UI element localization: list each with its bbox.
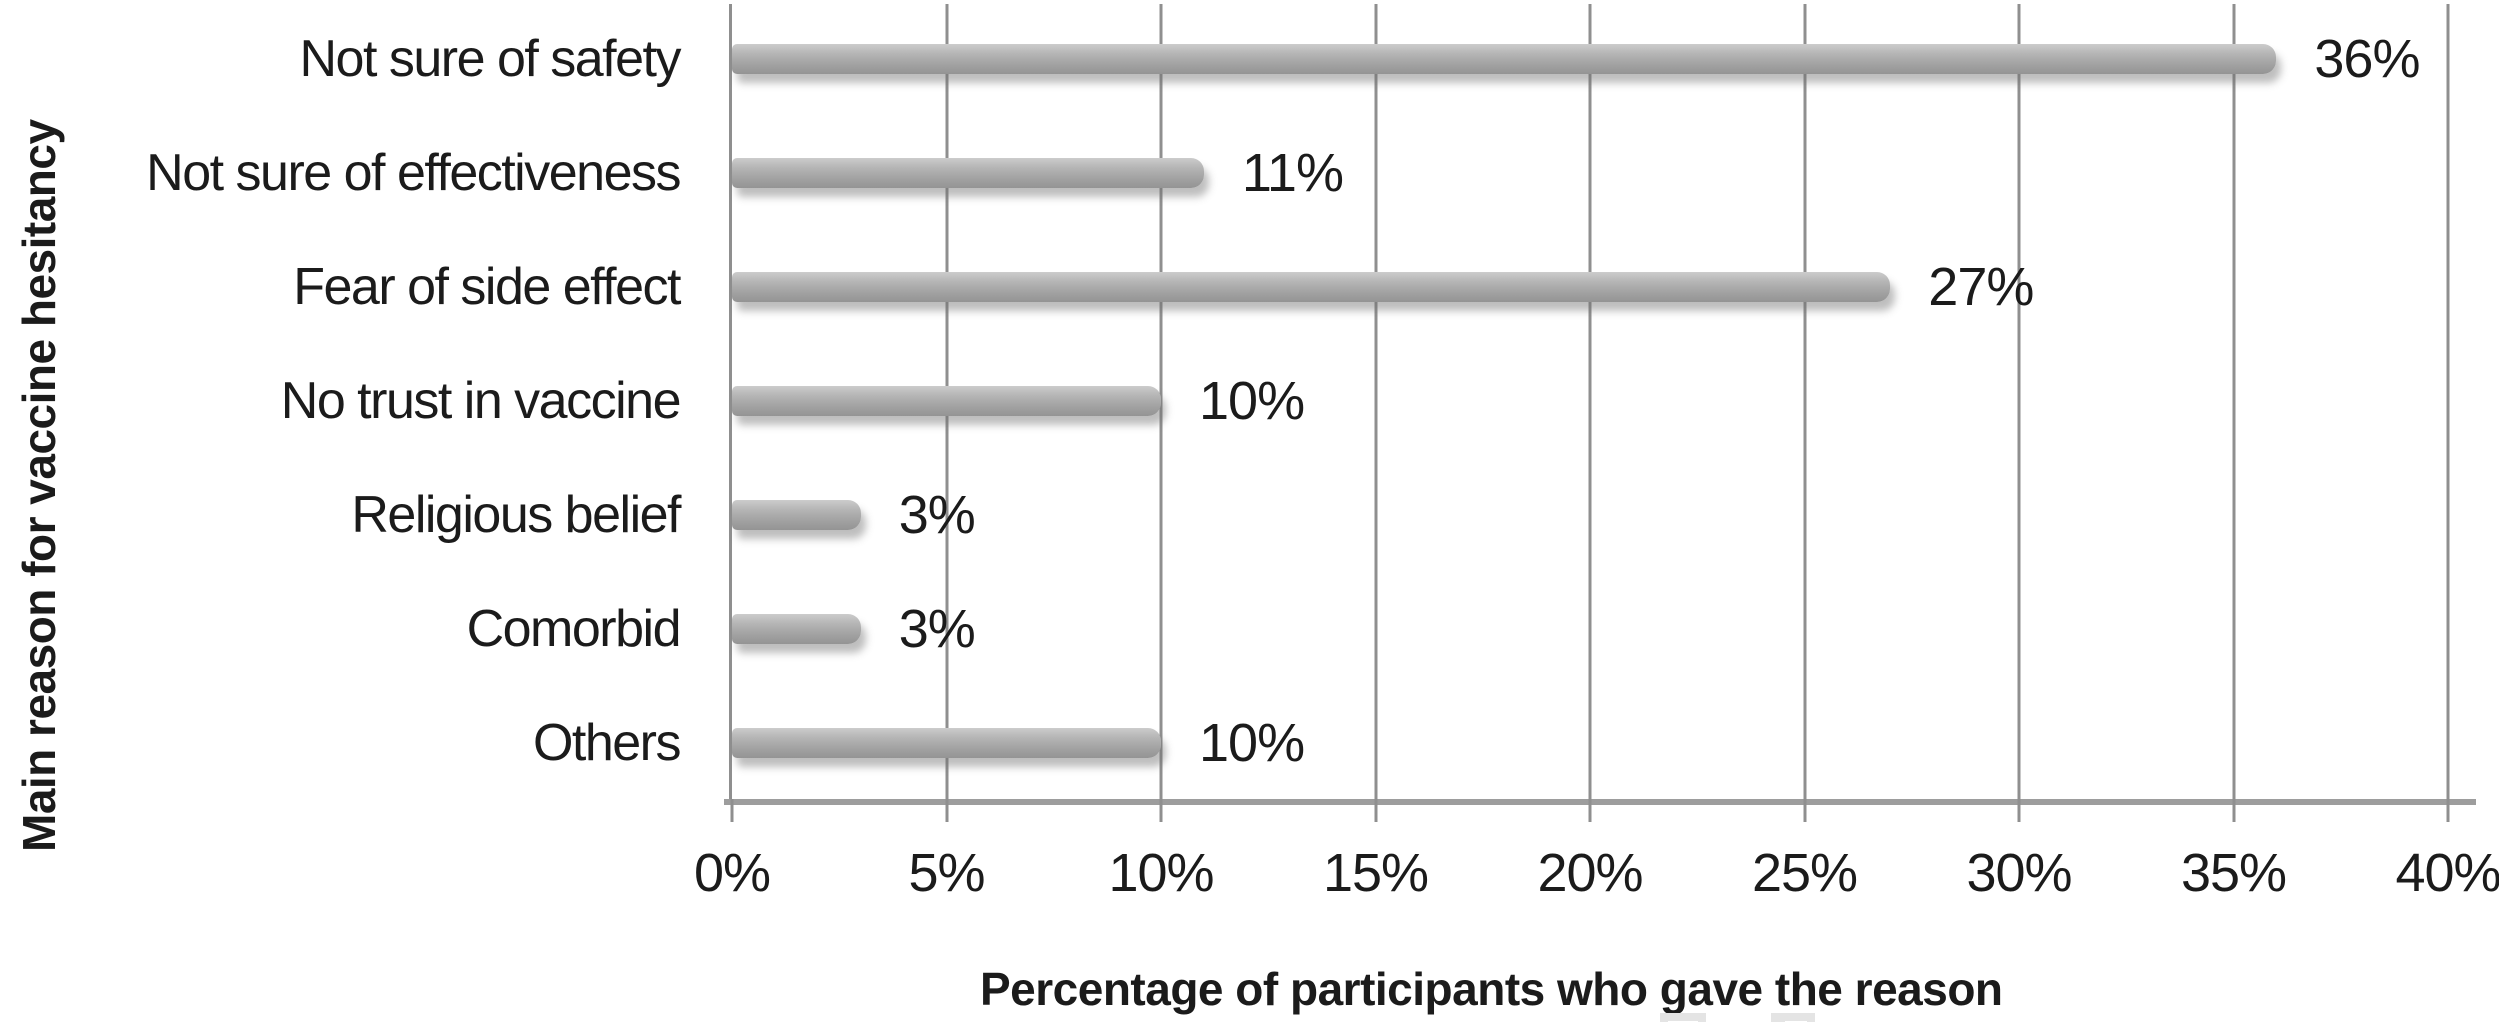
category-label: Comorbid [466, 600, 682, 658]
bar-track: 10% [732, 686, 2448, 800]
tick-mark-20pct [1588, 799, 1592, 822]
tick-mark-5pct [945, 799, 948, 822]
tick-label-0pct: 0% [693, 843, 771, 903]
y-axis-line [729, 4, 732, 800]
x-axis-ticks [730, 799, 2450, 823]
gridline-15pct [1374, 4, 1377, 800]
tick-mark-10pct [1159, 799, 1163, 822]
x-axis-tick-labels: 0% 5% 10% 15% 20% 25% 30% 35% 40% [694, 842, 2499, 903]
data-label: 3% [898, 599, 976, 659]
data-label: 11% [1241, 143, 1344, 203]
data-label: 36% [2314, 29, 2420, 89]
chart-row: Comorbid 3% [0, 572, 2448, 686]
gridline-35pct [2232, 4, 2235, 800]
category-label: Fear of side effect [293, 258, 681, 316]
chart-row: Not sure of safety 36% [0, 2, 2448, 116]
category-label: Religious belief [351, 486, 681, 544]
data-label: 10% [1199, 371, 1305, 431]
tick-mark-0pct [730, 799, 734, 822]
gridline-40pct [2446, 4, 2450, 800]
tick-mark-30pct [2017, 799, 2021, 822]
bar-track: 36% [732, 2, 2448, 116]
bar-track: 27% [732, 230, 2448, 344]
chart-row: Fear of side effect 27% [0, 230, 2448, 344]
tick-label-15pct: 15% [1322, 843, 1429, 903]
chart-row: Not sure of effectiveness 11% [0, 116, 2448, 230]
bar [732, 614, 861, 644]
tick-label-20pct: 20% [1537, 843, 1643, 903]
bar [732, 272, 1891, 302]
chart-row: Others 10% [0, 686, 2448, 800]
x-axis-title: Percentage of participants who gave the … [980, 963, 2003, 1015]
tick-mark-35pct [2232, 799, 2235, 822]
category-label: Not sure of effectiveness [146, 144, 681, 202]
category-label: Others [532, 714, 682, 772]
tick-mark-15pct [1374, 799, 1377, 822]
tick-mark-40pct [2446, 799, 2450, 822]
x-axis-line [724, 799, 2476, 805]
chart-row: No trust in vaccine 10% [0, 344, 2448, 458]
chart-row: Religious belief 3% [0, 458, 2448, 572]
bar-track: 3% [732, 458, 2448, 572]
tick-mark-25pct [1803, 799, 1806, 822]
gridline-30pct [2017, 4, 2021, 800]
bar [732, 158, 1204, 188]
bar [732, 500, 861, 530]
gridline-20pct [1588, 4, 1592, 800]
bar-track: 10% [732, 344, 2448, 458]
bottom-edge-artifact [1771, 1013, 1815, 1022]
data-label: 3% [898, 485, 976, 545]
category-label: Not sure of safety [299, 30, 681, 88]
gridline-10pct [1159, 4, 1163, 800]
data-label: 10% [1199, 713, 1305, 773]
category-label: No trust in vaccine [280, 372, 682, 430]
bar [732, 728, 1161, 758]
bar-track: 11% [732, 116, 2448, 230]
tick-label-35pct: 35% [2180, 843, 2287, 903]
bottom-edge-artifact [1660, 1013, 1706, 1022]
tick-label-30pct: 30% [1966, 843, 2072, 903]
bar [732, 386, 1161, 416]
bar-track: 3% [732, 572, 2448, 686]
tick-label-25pct: 25% [1751, 843, 1858, 903]
tick-label-5pct: 5% [908, 843, 985, 903]
data-label: 27% [1928, 257, 2034, 317]
bar-rows: Not sure of safety 36% Not sure of effecti… [0, 2, 2448, 800]
tick-label-40pct: 40% [2395, 843, 2499, 903]
tick-label-10pct: 10% [1108, 843, 1214, 903]
gridline-25pct [1803, 4, 1806, 800]
bar [732, 44, 2277, 74]
